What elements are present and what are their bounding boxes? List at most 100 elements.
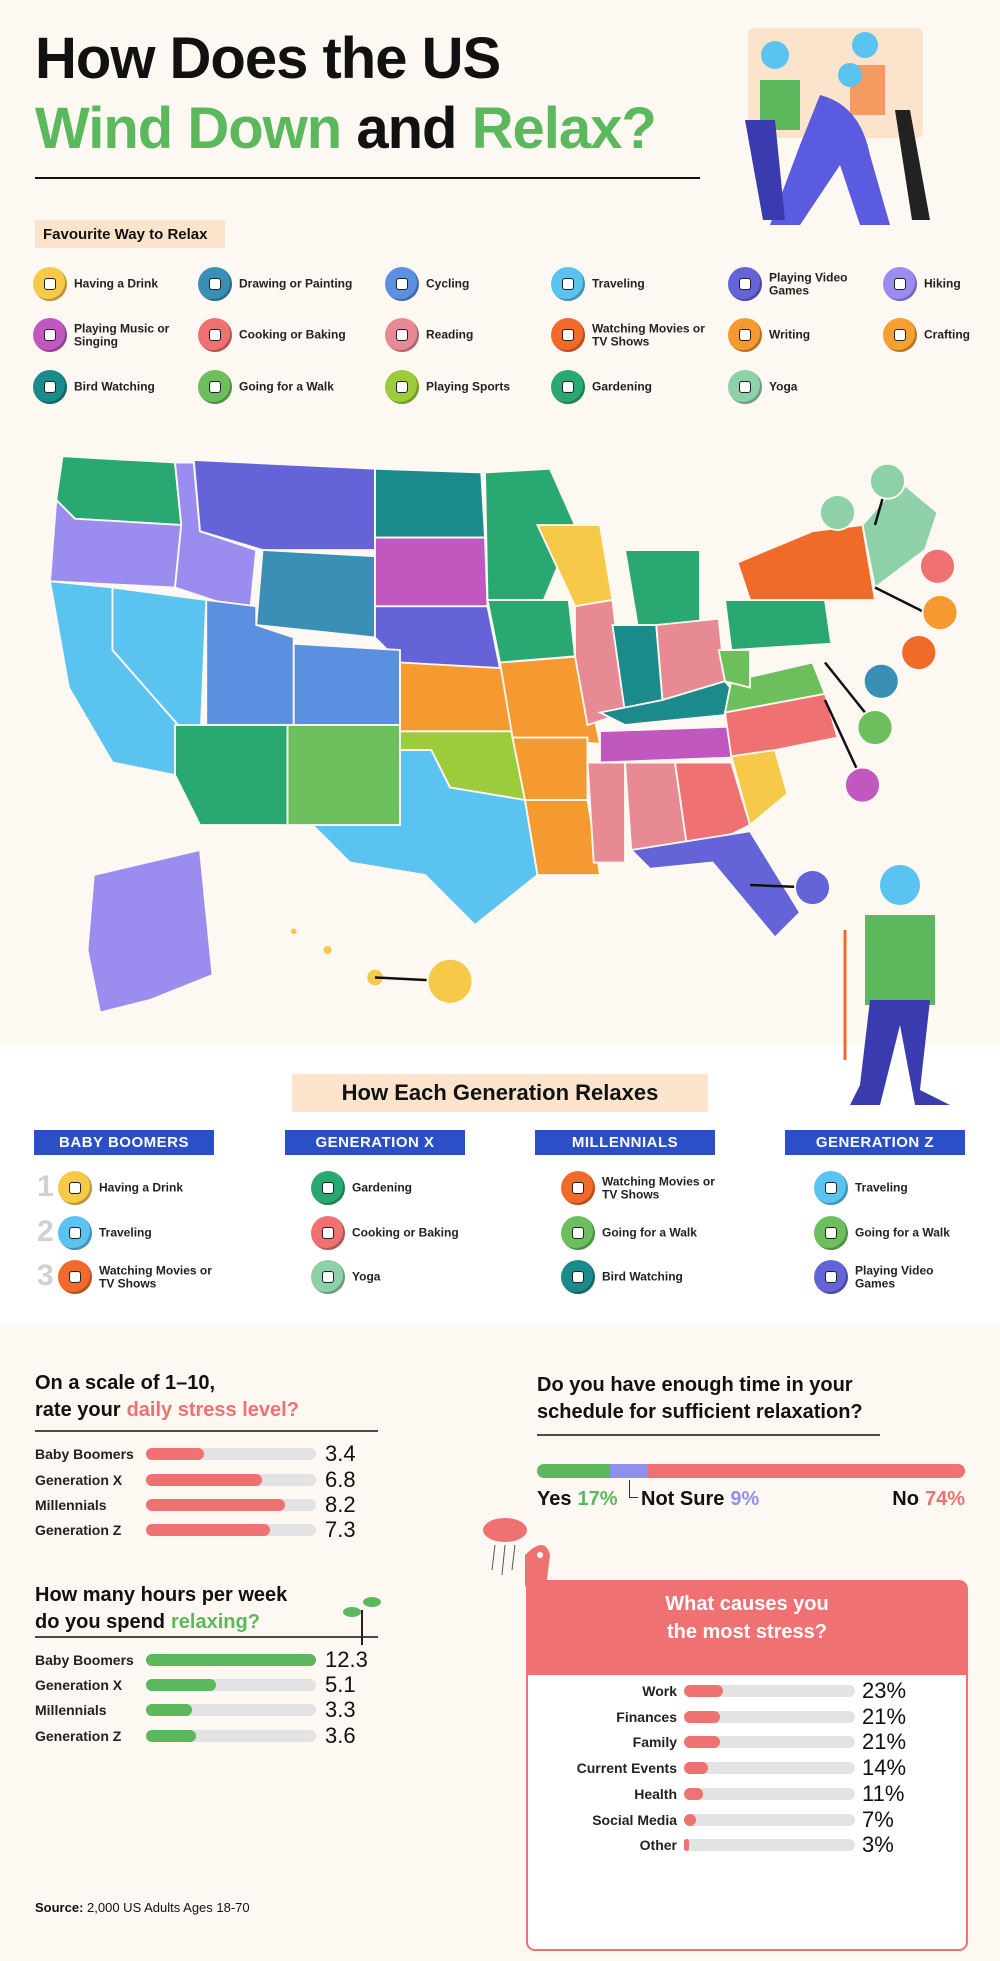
value-label: 14% <box>862 1755 907 1780</box>
icon-glyph <box>69 1227 81 1239</box>
source-label: Source: <box>35 1900 84 1915</box>
legend-title: Favourite Way to Relax <box>43 226 208 243</box>
stacked-label: No 74% <box>892 1488 965 1511</box>
icon-glyph <box>825 1227 837 1239</box>
rank: 2 <box>37 1215 54 1248</box>
stacked-segment <box>537 1464 610 1478</box>
bar <box>146 1704 192 1716</box>
legend-label: Gardening <box>592 379 653 394</box>
category-label: Yes <box>537 1488 572 1510</box>
icon-glyph <box>322 1271 334 1283</box>
bar <box>684 1814 696 1826</box>
icon-glyph <box>572 1227 584 1239</box>
gen-item: Traveling <box>855 1180 908 1195</box>
legend-label: Playing Video Games <box>769 270 848 297</box>
icon-glyph <box>209 381 221 393</box>
bar-track <box>684 1814 855 1826</box>
icon-glyph <box>894 278 906 290</box>
connector <box>629 1480 639 1498</box>
chart-title: How many hours per week do you spend relax… <box>35 1582 395 1636</box>
bar-track <box>684 1711 855 1723</box>
legend-label: Traveling <box>592 276 645 291</box>
value-label: 3.3 <box>325 1697 356 1722</box>
bar-track <box>684 1736 855 1748</box>
gen-header: GENERATION X <box>285 1130 465 1155</box>
title-line: do you spend <box>35 1611 165 1633</box>
gen-title-box <box>292 1074 708 1112</box>
category-label: Finances <box>616 1709 677 1725</box>
title-highlight: daily stress level? <box>126 1399 299 1421</box>
legend-label: Cooking or Baking <box>239 327 346 342</box>
value-label: 11% <box>862 1781 905 1806</box>
title-highlight: relaxing? <box>171 1611 260 1633</box>
icon-glyph <box>739 278 751 290</box>
gen-item: Yoga <box>352 1269 381 1284</box>
icon-glyph <box>739 381 751 393</box>
value-label: 17% <box>577 1488 618 1510</box>
stacked-segment <box>609 1464 649 1478</box>
value-label: 3% <box>862 1832 894 1857</box>
causes-header <box>527 1581 967 1675</box>
icon-glyph <box>209 278 221 290</box>
legend-label: Watching Movies or TV Shows <box>592 321 705 348</box>
category-label: Not Sure <box>641 1488 725 1510</box>
hiker-illustration <box>843 865 950 1105</box>
title-line: Do you have enough time in your <box>537 1374 853 1396</box>
gen-item: Bird Watching <box>602 1269 683 1284</box>
category-label: Generation X <box>35 1472 123 1488</box>
title-line1: How Does the US <box>35 26 501 91</box>
value-label: 21% <box>862 1729 907 1754</box>
category-label: Work <box>642 1683 677 1699</box>
title-line: On a scale of 1–10, <box>35 1372 216 1394</box>
icon-glyph <box>44 381 56 393</box>
icon-glyph <box>322 1227 334 1239</box>
title-line: What causes you <box>665 1593 829 1615</box>
category-label: Generation Z <box>35 1728 122 1744</box>
gen-title: How Each Generation Relaxes <box>341 1080 659 1105</box>
gen-item: Playing Video Games <box>855 1263 934 1290</box>
icon-glyph <box>322 1182 334 1194</box>
value-label: 3.4 <box>325 1441 356 1466</box>
icon-glyph <box>69 1182 81 1194</box>
category-label: Social Media <box>592 1812 677 1828</box>
legend-label: Crafting <box>924 327 970 342</box>
value-label: 6.8 <box>325 1467 356 1492</box>
gen-header: GENERATION Z <box>785 1130 965 1155</box>
bar <box>146 1499 286 1511</box>
title-line: schedule for sufficient relaxation? <box>537 1401 863 1423</box>
title-line: rate your <box>35 1399 121 1421</box>
value-label: 9% <box>730 1488 760 1510</box>
value-label: 3.6 <box>325 1723 356 1748</box>
category-label: Family <box>632 1734 677 1750</box>
icon-glyph <box>572 1271 584 1283</box>
gen-item: Traveling <box>99 1225 152 1240</box>
bar <box>684 1839 690 1851</box>
chart-title: What causes you the most stress? <box>527 1590 967 1646</box>
category-label: Baby Boomers <box>35 1446 134 1462</box>
legend-label: Hiking <box>924 276 961 291</box>
legend-label: Yoga <box>769 379 798 394</box>
icon-glyph <box>396 381 408 393</box>
legend-title-box <box>35 220 225 248</box>
icon-glyph <box>825 1271 837 1283</box>
bar <box>146 1730 196 1742</box>
bar <box>146 1474 262 1486</box>
category-label: Millennials <box>35 1702 107 1718</box>
bar <box>146 1679 217 1691</box>
icon-glyph <box>209 329 221 341</box>
value-label: 74% <box>924 1488 965 1510</box>
source-text: 2,000 US Adults Ages 18-70 <box>87 1900 250 1915</box>
icon-glyph <box>894 329 906 341</box>
rank: 1 <box>37 1170 54 1203</box>
value-label: 23% <box>862 1678 907 1703</box>
legend-label: Playing Sports <box>426 379 511 394</box>
value-label: 7.3 <box>325 1517 356 1542</box>
stacked-segment <box>648 1464 965 1478</box>
stacked-label: Yes 17% <box>537 1488 618 1511</box>
legend-label: Having a Drink <box>74 276 159 291</box>
gen-header: BABY BOOMERS <box>34 1130 214 1155</box>
value-label: 7% <box>862 1807 894 1832</box>
bar <box>684 1762 708 1774</box>
